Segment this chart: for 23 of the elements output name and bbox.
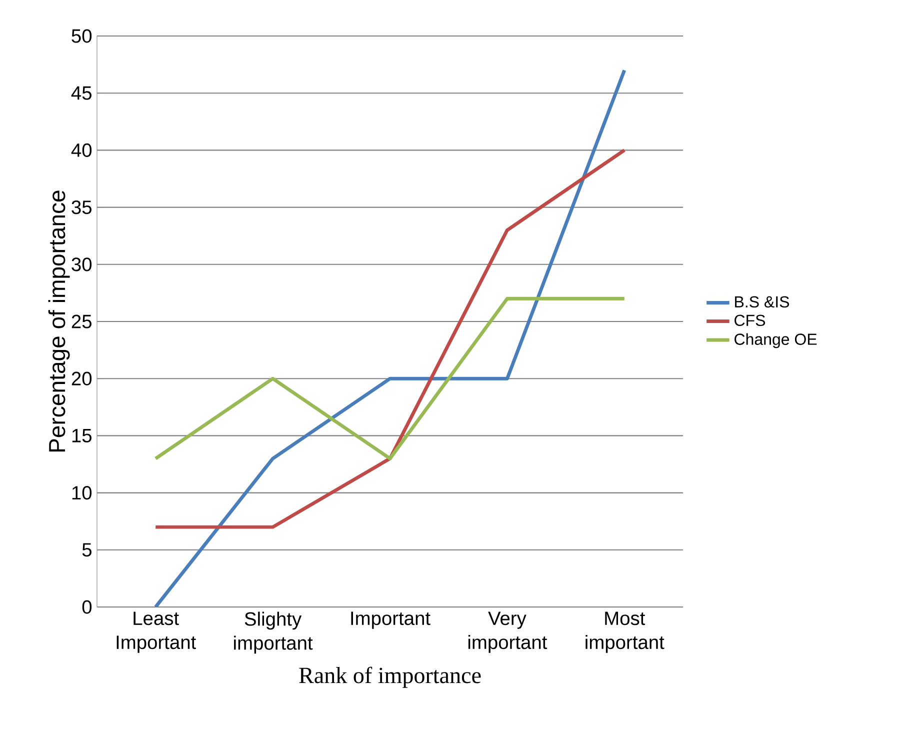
y-tick-label: 0 [82,600,92,614]
y-tick-label: 25 [72,314,92,328]
y-axis-title: Percentage of importance [48,190,70,452]
x-tick-label: Important [351,612,430,629]
x-tick-label: Slighty important [234,612,313,654]
legend-label: Change OE [734,333,817,348]
y-tick-label: 5 [82,543,92,557]
legend-label: CFS [734,314,766,326]
y-tick-label: 45 [71,86,92,100]
x-tick-label: Very important [468,612,548,653]
y-tick-label: 15 [72,428,92,442]
x-tick-label: Least Important [116,612,196,653]
line-series [154,68,626,607]
y-tick-label: 10 [72,486,92,500]
x-tick-label: Most important [586,612,664,653]
line-series [154,148,626,529]
y-tick-label: 35 [72,200,92,214]
legend-label: B.S &IS [735,296,790,308]
y-tick-label: 40 [71,143,92,157]
x-axis-title: Rank of importance [299,666,481,688]
y-tick-label: 30 [72,258,92,272]
y-tick-label: 50 [72,29,92,43]
y-tick-label: 20 [72,372,92,386]
